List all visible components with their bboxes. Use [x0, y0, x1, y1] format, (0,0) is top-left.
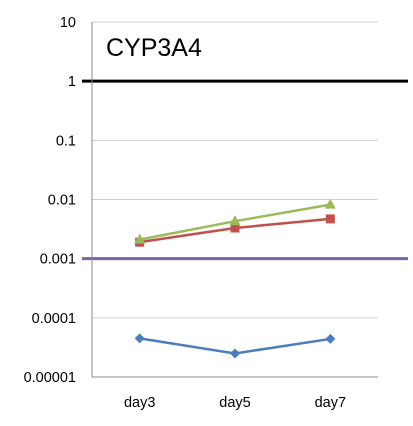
data-point-marker [230, 348, 240, 359]
data-point-marker [229, 215, 241, 226]
data-point-marker [230, 223, 240, 233]
data-point-marker [325, 333, 336, 344]
data-point-marker [134, 333, 145, 344]
y-tick-label: 0.01 [48, 193, 76, 209]
x-tick-label: day3 [124, 395, 155, 411]
gridlines [92, 21, 378, 319]
chart-title: CYP3A4 [106, 34, 202, 62]
data-point-marker [325, 214, 335, 224]
y-tick-label: 0.0001 [32, 311, 76, 327]
x-tick-label: day7 [315, 395, 346, 411]
y-tick-label: 0.00001 [24, 370, 76, 386]
y-tick-label: 0.1 [56, 133, 76, 149]
y-tick-label: 0.001 [40, 252, 76, 268]
y-tick-label: 10 [60, 15, 76, 31]
x-tick-label: day5 [219, 395, 250, 411]
series-1 [134, 333, 336, 359]
series-3 [134, 198, 336, 244]
y-axis-tick-labels: 10 1 0.1 0.01 0.001 0.0001 0.00001 [24, 15, 76, 386]
x-axis-tick-labels: day3 day5 day7 [124, 395, 346, 411]
series-group [134, 198, 336, 359]
reference-lines [82, 79, 408, 261]
data-point-marker [134, 233, 146, 244]
data-point-marker [324, 198, 336, 209]
y-tick-label: 1 [68, 74, 76, 90]
